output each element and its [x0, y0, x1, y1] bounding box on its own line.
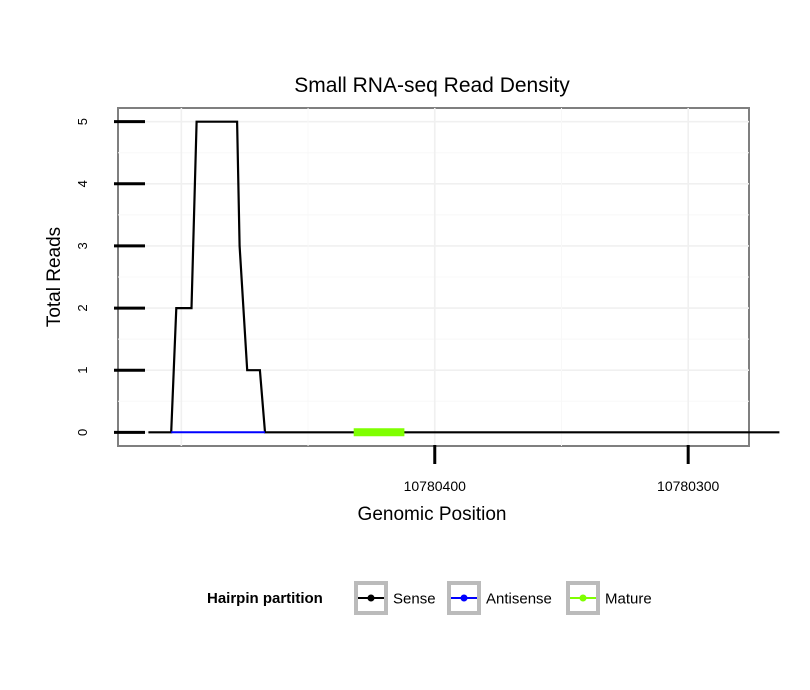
axes: 0 1 2 3 4 5 10780400 10780300: [75, 118, 720, 494]
legend-title: Hairpin partition: [207, 590, 323, 607]
y-tick-label: 5: [75, 118, 90, 125]
legend-label-sense: Sense: [393, 591, 436, 608]
legend-label-antisense: Antisense: [486, 591, 552, 608]
x-tick-label: 10780300: [657, 478, 720, 494]
y-tick-label: 3: [75, 242, 90, 249]
legend-swatch-dot: [460, 594, 468, 602]
chart-title: Small RNA-seq Read Density: [294, 74, 570, 97]
legend: Hairpin partition Sense Antisense Mature: [207, 581, 652, 615]
legend-label-mature: Mature: [605, 591, 652, 608]
x-axis-label: Genomic Position: [358, 504, 507, 525]
x-tick-label: 10780400: [404, 478, 467, 494]
y-axis-label: Total Reads: [44, 227, 65, 327]
legend-swatch-dot: [367, 594, 375, 602]
series-lines: [148, 120, 780, 437]
series-line-sense: [148, 120, 780, 434]
y-tick-label: 2: [75, 304, 90, 311]
legend-swatch-dot: [579, 594, 587, 602]
y-tick-label: 1: [75, 367, 90, 374]
y-tick-label: 4: [75, 180, 90, 187]
y-tick-label: 0: [75, 429, 90, 436]
